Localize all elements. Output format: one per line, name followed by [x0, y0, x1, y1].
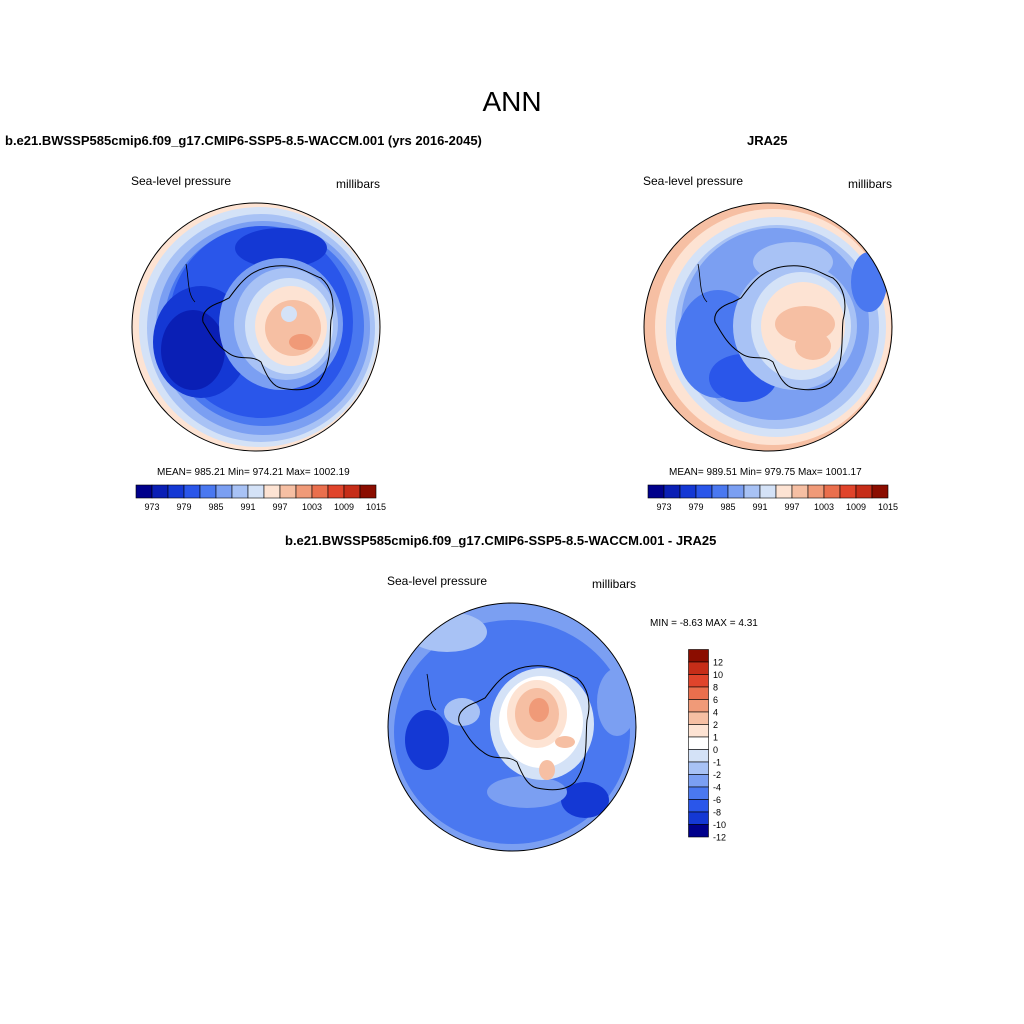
colorbar-tick-label: 973: [144, 502, 159, 512]
colorbar-swatch: [247, 484, 265, 499]
colorbar-tick-label: 1003: [302, 502, 322, 512]
panel-model-colorbar: 973 979 985 991 997 1003 1009 1015: [135, 484, 386, 512]
colorbar-tick-label: -12: [713, 833, 726, 843]
colorbar-swatch: [688, 674, 709, 688]
colorbar-swatch: [167, 484, 185, 499]
antarctica-coastline: [458, 665, 590, 791]
colorbar-swatch: [343, 484, 361, 499]
colorbar-tick-label: -2: [713, 770, 721, 780]
colorbar-swatch: [135, 484, 153, 499]
colorbar-tick-label: 8: [713, 683, 718, 693]
colorbar-swatch: [688, 699, 709, 713]
colorbar-swatch: [263, 484, 281, 499]
colorbar-swatch: [855, 484, 873, 499]
colorbar-swatch: [295, 484, 313, 499]
colorbar-tick-label: -4: [713, 783, 721, 793]
colorbar-tick-label: 4: [713, 708, 718, 718]
colorbar-swatch: [807, 484, 825, 499]
colorbar-tick-label: 1009: [334, 502, 354, 512]
colorbar-swatch: [279, 484, 297, 499]
colorbar-swatch: [647, 484, 665, 499]
colorbar-tick-label: 973: [656, 502, 671, 512]
colorbar-swatch: [688, 686, 709, 700]
panel-diff-variable: Sea-level pressure: [387, 574, 488, 588]
colorbar-tick-label: 12: [713, 658, 723, 668]
colorbar-tick-label: 1015: [366, 502, 386, 512]
colorbar-swatch: [151, 484, 169, 499]
colorbar-tick-label: -6: [713, 795, 721, 805]
panel-diff-title: b.e21.BWSSP585cmip6.f09_g17.CMIP6-SSP5-8…: [285, 533, 717, 548]
colorbar-tick-label: 0: [713, 745, 718, 755]
colorbar-swatch: [688, 799, 709, 813]
colorbar-swatch: [679, 484, 697, 499]
colorbar-swatch: [727, 484, 745, 499]
panel-model-map: [131, 202, 381, 452]
panel-diff-stats: MIN = -8.63 MAX = 4.31: [650, 618, 758, 629]
antarctica-coastline: [202, 265, 334, 391]
colorbar-tick-label: 985: [720, 502, 735, 512]
colorbar-swatch: [688, 736, 709, 750]
colorbar-swatch: [231, 484, 249, 499]
panel-obs-colorbar: 973 979 985 991 997 1003 1009 1015: [647, 484, 898, 512]
colorbar-swatch: [775, 484, 793, 499]
colorbar-swatch: [327, 484, 345, 499]
panel-obs-units: millibars: [848, 177, 893, 191]
colorbar-swatch: [743, 484, 761, 499]
colorbar-tick-label: 10: [713, 670, 723, 680]
colorbar-tick-label: 6: [713, 695, 718, 705]
figure-title: ANN: [482, 86, 542, 117]
panel-obs-map: [643, 202, 893, 452]
colorbar-swatch: [688, 649, 709, 663]
panel-obs-variable: Sea-level pressure: [643, 174, 744, 188]
colorbar-tick-label: -1: [713, 758, 721, 768]
colorbar-swatch: [688, 824, 709, 838]
colorbar-swatch: [311, 484, 329, 499]
colorbar-tick-label: 979: [176, 502, 191, 512]
colorbar-tick-label: 1: [713, 733, 718, 743]
colorbar-swatch: [695, 484, 713, 499]
colorbar-tick-label: 991: [240, 502, 255, 512]
colorbar-swatch: [688, 661, 709, 675]
panel-obs-stats: MEAN= 989.51 Min= 979.75 Max= 1001.17: [669, 467, 862, 478]
colorbar-swatch: [688, 724, 709, 738]
colorbar-swatch: [871, 484, 889, 499]
colorbar-swatch: [663, 484, 681, 499]
colorbar-tick-label: 979: [688, 502, 703, 512]
colorbar-swatch: [359, 484, 377, 499]
colorbar-tick-label: -10: [713, 820, 726, 830]
colorbar-swatch: [688, 711, 709, 725]
colorbar-swatch: [199, 484, 217, 499]
colorbar-swatch: [688, 774, 709, 788]
panel-model-title: b.e21.BWSSP585cmip6.f09_g17.CMIP6-SSP5-8…: [5, 133, 482, 148]
colorbar-tick-label: 1015: [878, 502, 898, 512]
colorbar-swatch: [823, 484, 841, 499]
colorbar-tick-label: 997: [272, 502, 287, 512]
colorbar-swatch: [688, 761, 709, 775]
colorbar-tick-label: 997: [784, 502, 799, 512]
panel-model-variable: Sea-level pressure: [131, 174, 232, 188]
colorbar-swatch: [688, 811, 709, 825]
colorbar-swatch: [759, 484, 777, 499]
panel-model-units: millibars: [336, 177, 381, 191]
colorbar-tick-label: 1009: [846, 502, 866, 512]
panel-diff-map: [387, 602, 637, 852]
panel-diff-units: millibars: [592, 577, 637, 591]
colorbar-swatch: [839, 484, 857, 499]
colorbar-tick-label: 985: [208, 502, 223, 512]
colorbar-tick-label: 2: [713, 720, 718, 730]
colorbar-swatch: [711, 484, 729, 499]
colorbar-swatch: [791, 484, 809, 499]
panel-model-stats: MEAN= 985.21 Min= 974.21 Max= 1002.19: [157, 467, 350, 478]
colorbar-swatch: [183, 484, 201, 499]
colorbar-tick-label: -8: [713, 808, 721, 818]
colorbar-swatch: [688, 749, 709, 763]
antarctica-coastline: [714, 265, 846, 391]
panel-obs-title: JRA25: [747, 133, 788, 148]
colorbar-swatch: [215, 484, 233, 499]
colorbar-tick-label: 1003: [814, 502, 834, 512]
colorbar-tick-label: 991: [752, 502, 767, 512]
colorbar-swatch: [688, 786, 709, 800]
